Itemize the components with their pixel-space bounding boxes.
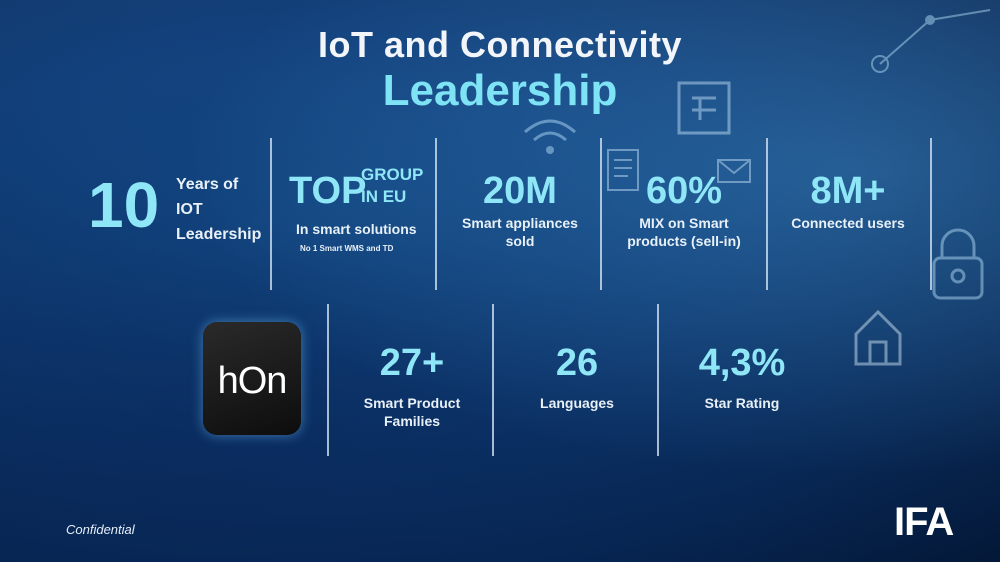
home-icon [854,309,902,366]
divider [930,138,932,290]
stat-value: 27+ [379,342,445,384]
stat-note: No 1 Smart WMS and TD [300,244,394,253]
divider [435,138,437,290]
stat-value: 20M [483,170,557,212]
stat-label: Star Rating [704,395,780,411]
stat-label: Years of IOT Leadership [176,176,262,243]
stat-value: 26 [555,342,599,384]
divider [492,304,494,456]
document-icon [607,149,639,191]
stat-value: 10 [88,169,160,241]
wifi-icon [524,119,576,154]
slide-subtitle: Leadership [382,66,618,115]
lock-icon [932,228,984,300]
divider [270,138,272,290]
stat-label: In smart solutions [296,221,417,237]
divider [657,304,659,456]
divider [600,138,602,290]
stat-super: GROUP IN EU [361,165,424,206]
stat-value: 60% [645,170,723,212]
stat-label: Languages [540,395,614,411]
stat-label: MIX on Smart products (sell-in) [627,215,741,249]
ifa-logo: IFA [894,500,954,544]
stat-value: TOP [289,170,367,212]
stat-value: 4,3% [698,342,786,384]
stat-value: 8M+ [810,170,886,212]
stat-label: Connected users [791,215,905,231]
divider [766,138,768,290]
slide-title: IoT and Connectivity [317,24,683,65]
stat-label: Smart appliances sold [462,215,578,249]
stat-label: Smart Product Families [363,395,461,429]
phone-icon [677,81,731,135]
network-lines-icon [871,9,991,73]
hon-app-logo: hOn [203,322,301,435]
divider [327,304,329,456]
confidential-label: Confidential [66,522,135,537]
hon-logo-text: hOn [217,360,288,402]
mail-icon [717,159,751,183]
